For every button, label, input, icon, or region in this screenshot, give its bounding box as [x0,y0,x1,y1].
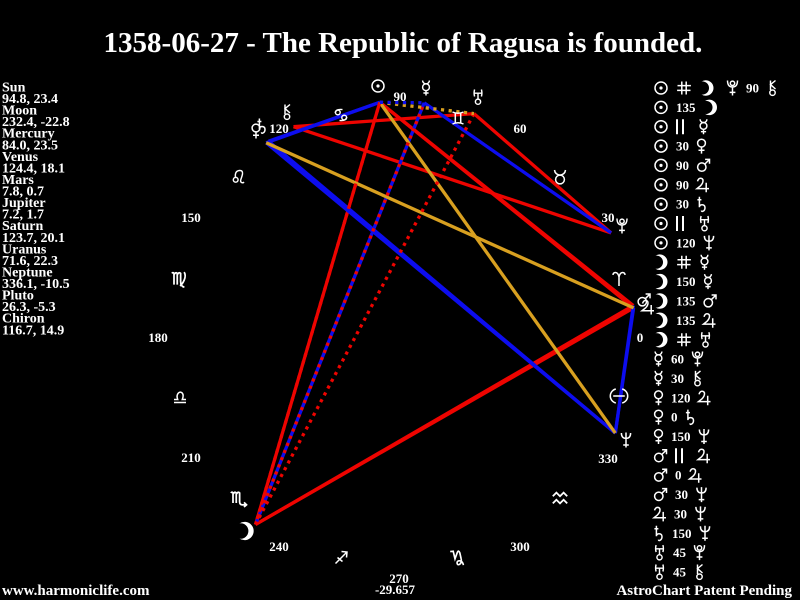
svg-text:Sun: Sun [2,81,26,96]
svg-text:Jupiter: Jupiter [2,196,46,211]
svg-text:7.8, 0.7: 7.8, 0.7 [2,185,44,200]
svg-text:71.6, 22.3: 71.6, 22.3 [2,254,58,269]
svg-text:60: 60 [671,352,684,367]
svg-text:330: 330 [598,451,618,466]
svg-text:135: 135 [676,313,696,328]
svg-text:116.7, 14.9: 116.7, 14.9 [2,323,64,338]
svg-text:150: 150 [672,526,692,541]
svg-text:232.4, -22.8: 232.4, -22.8 [2,115,70,130]
svg-text:AstroChart Patent Pending: AstroChart Patent Pending [616,583,792,599]
svg-text:300: 300 [510,539,530,554]
svg-text:30: 30 [671,371,684,386]
svg-text:-29.657: -29.657 [375,582,416,597]
svg-text:30: 30 [675,487,688,502]
svg-text:135: 135 [676,294,696,309]
svg-text:www.harmoniclife.com: www.harmoniclife.com [2,583,150,599]
svg-text:180: 180 [148,330,168,345]
svg-text:Chiron: Chiron [2,312,45,327]
svg-text:45: 45 [673,545,687,560]
svg-text:26.3, -5.3: 26.3, -5.3 [2,300,56,315]
svg-text:30: 30 [674,506,687,521]
svg-text:240: 240 [269,539,289,554]
svg-text:Mercury: Mercury [2,127,55,142]
svg-text:94.8, 23.4: 94.8, 23.4 [2,92,58,107]
svg-text:7.2, 1.7: 7.2, 1.7 [2,208,44,223]
svg-text:150: 150 [676,274,696,289]
svg-text:120: 120 [269,121,289,136]
svg-text:84.0, 23.5: 84.0, 23.5 [2,138,58,153]
svg-text:Moon: Moon [2,104,37,119]
svg-text:124.4, 18.1: 124.4, 18.1 [2,161,65,176]
svg-text:123.7, 20.1: 123.7, 20.1 [2,231,65,246]
svg-text:90: 90 [676,177,689,192]
svg-text:90: 90 [676,158,689,173]
svg-text:0: 0 [671,410,678,425]
svg-text:Venus: Venus [2,150,39,165]
svg-text:150: 150 [671,429,691,444]
svg-text:Mars: Mars [2,173,34,188]
svg-text:270: 270 [389,571,409,586]
svg-text:120: 120 [676,235,696,250]
svg-text:Saturn: Saturn [2,219,43,234]
svg-text:Neptune: Neptune [2,266,53,281]
svg-text:135: 135 [676,100,696,115]
svg-text:336.1, -10.5: 336.1, -10.5 [2,277,70,292]
svg-text:30: 30 [676,197,689,212]
svg-text:0: 0 [637,330,644,345]
svg-text:60: 60 [514,121,527,136]
svg-text:90: 90 [394,89,407,104]
svg-text:45: 45 [673,565,687,580]
svg-text:210: 210 [181,450,201,465]
svg-text:30: 30 [676,139,689,154]
svg-text:30: 30 [602,210,615,225]
svg-text:Pluto: Pluto [2,289,34,304]
svg-text:150: 150 [181,210,201,225]
svg-text:0: 0 [675,468,682,483]
svg-text:1358-06-27 - The Republic of R: 1358-06-27 - The Republic of Ragusa is f… [104,27,703,59]
svg-text:120: 120 [671,390,691,405]
svg-text:Uranus: Uranus [2,242,47,257]
svg-text:90: 90 [746,81,759,96]
